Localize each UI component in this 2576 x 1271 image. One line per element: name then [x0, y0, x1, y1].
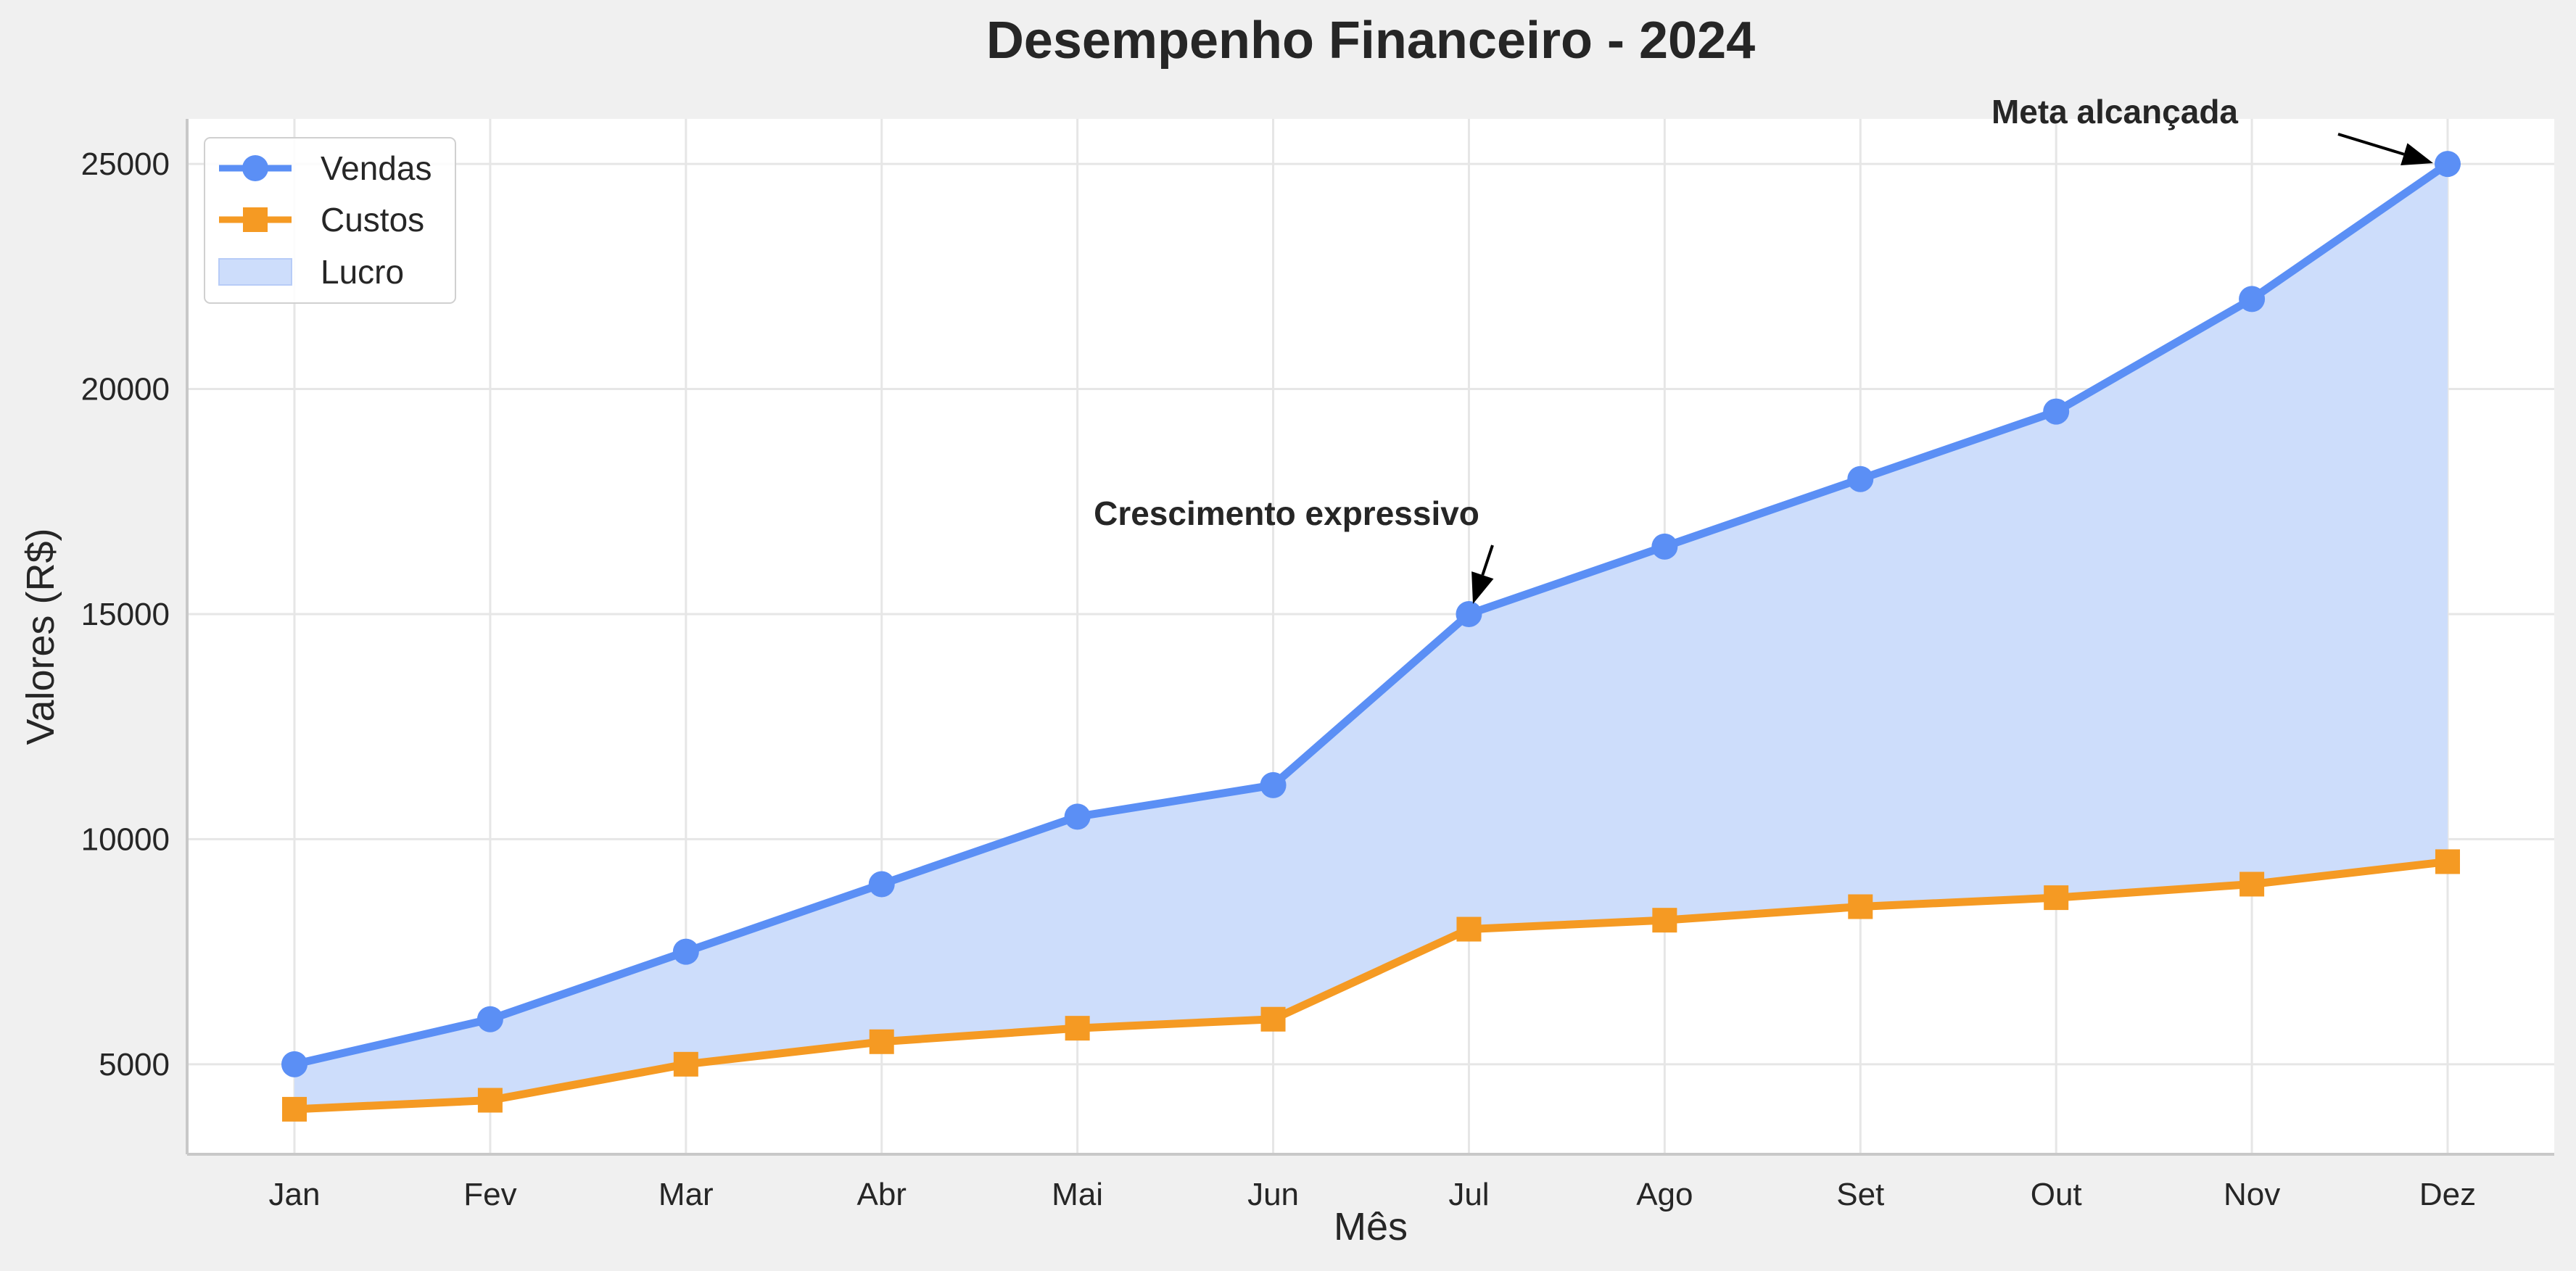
- y-tick-labels: 5000 10000 15000 20000 25000: [81, 146, 170, 1082]
- y-tick-label: 15000: [81, 597, 170, 632]
- data-point-vendas: [1456, 600, 1482, 627]
- profit-fill-layer: [294, 164, 2448, 1109]
- data-point-custos: [673, 1051, 698, 1077]
- y-tick-label: 10000: [81, 821, 170, 857]
- annotation-label: Meta alcançada: [1991, 93, 2238, 131]
- data-point-custos: [2044, 885, 2069, 911]
- x-axis-label: Mês: [1334, 1205, 1408, 1249]
- x-tick-label: Out: [2031, 1177, 2082, 1212]
- data-point-vendas: [2435, 151, 2461, 178]
- legend-custos-label: Custos: [321, 201, 424, 239]
- data-point-vendas: [281, 1051, 307, 1077]
- data-point-custos: [2239, 872, 2265, 897]
- x-tick-label: Abr: [856, 1177, 906, 1212]
- legend-lucro-swatch: [218, 258, 292, 286]
- data-point-custos: [1260, 1006, 1286, 1032]
- x-tick-label: Ago: [1636, 1177, 1693, 1212]
- series-markers: [281, 151, 2461, 1122]
- data-point-custos: [869, 1029, 894, 1054]
- legend-entry-vendas: Vendas: [219, 149, 432, 187]
- legend-vendas-label: Vendas: [321, 149, 432, 187]
- data-point-vendas: [1847, 465, 1874, 492]
- y-tick-label: 20000: [81, 372, 170, 407]
- data-point-vendas: [2043, 398, 2070, 425]
- data-point-custos: [282, 1096, 307, 1122]
- data-point-vendas: [868, 871, 895, 898]
- annotations: Crescimento expressivo Meta alcançada: [1094, 93, 2433, 604]
- data-point-vendas: [1260, 771, 1287, 798]
- chart-title: Desempenho Financeiro - 2024: [986, 12, 1755, 70]
- legend-vendas-marker: [242, 155, 268, 181]
- legend-lucro-label: Lucro: [321, 253, 404, 291]
- x-tick-label: Jun: [1247, 1177, 1299, 1212]
- legend-entry-custos: Custos: [219, 201, 424, 239]
- data-point-vendas: [476, 1006, 503, 1032]
- x-tick-label: Mai: [1052, 1177, 1103, 1212]
- data-point-custos: [477, 1088, 503, 1113]
- x-tick-label: Fev: [463, 1177, 516, 1212]
- series-lines: [290, 160, 2452, 1114]
- x-tick-label: Jul: [1448, 1177, 1489, 1212]
- annotation-arrow-shaft: [1481, 545, 1494, 576]
- data-point-custos: [2435, 849, 2460, 874]
- x-tick-label: Nov: [2224, 1177, 2280, 1212]
- x-tick-labels: Jan Fev Mar Abr Mai Jun Jul Ago Set Out Nov Dez: [269, 1177, 2477, 1212]
- series-line-vendas: [290, 160, 2452, 1069]
- data-point-custos: [1848, 894, 1873, 919]
- y-axis-label: Valores (R$): [19, 528, 62, 745]
- data-point-vendas: [1064, 803, 1091, 830]
- x-tick-label: Jan: [269, 1177, 321, 1212]
- annotation-arrow-shaft: [2337, 133, 2405, 156]
- series-line-custos: [290, 857, 2452, 1114]
- y-tick-label: 25000: [81, 146, 170, 182]
- annotation-label: Crescimento expressivo: [1094, 494, 1479, 532]
- annotation-arrow-head: [2400, 143, 2433, 166]
- y-tick-label: 5000: [99, 1047, 170, 1082]
- data-point-vendas: [672, 938, 699, 965]
- x-tick-label: Dez: [2419, 1177, 2476, 1212]
- annotation-arrow-head: [1471, 571, 1494, 604]
- x-tick-label: Set: [1836, 1177, 1884, 1212]
- legend-entry-lucro: Lucro: [218, 253, 404, 291]
- data-point-custos: [1652, 908, 1677, 933]
- data-point-vendas: [2239, 286, 2266, 312]
- legend: Vendas Custos Lucro: [204, 137, 456, 304]
- data-point-vendas: [1651, 533, 1678, 560]
- x-tick-label: Mar: [659, 1177, 714, 1212]
- legend-custos-marker: [243, 207, 268, 232]
- data-point-custos: [1065, 1016, 1090, 1041]
- profit-fill-area: [294, 164, 2448, 1109]
- data-point-custos: [1456, 916, 1482, 942]
